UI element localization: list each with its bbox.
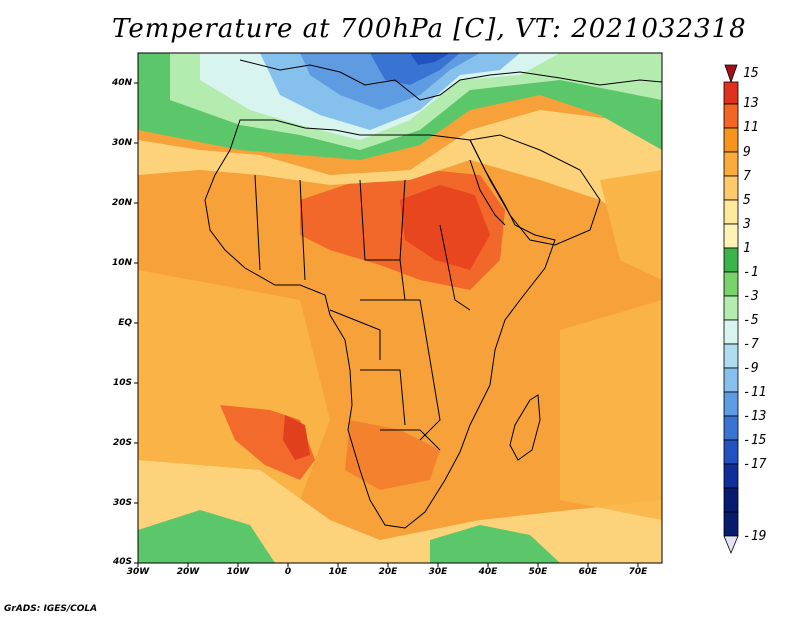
x-tick-label: 70E [628, 567, 648, 577]
colorbar-label: -7 [743, 337, 759, 352]
colorbar-swatch-6 [723, 223, 739, 249]
credit-text: GrADS: IGES/COLA [4, 604, 98, 614]
colorbar-swatch-1 [723, 103, 739, 129]
colorbar-swatch-15 [723, 439, 739, 465]
x-tick-label: 20E [378, 567, 398, 577]
y-tick-label: 10N [111, 258, 132, 268]
colorbar-swatch-12 [723, 367, 739, 393]
colorbar-swatch-11 [723, 343, 739, 369]
colorbar-label: -19 [743, 529, 767, 544]
colorbar-swatch-4 [723, 175, 739, 201]
x-tick-label: 10W [226, 567, 250, 577]
colorbar-swatch-7 [723, 247, 739, 273]
colorbar-swatch-17 [723, 487, 739, 513]
colorbar-label: -11 [743, 385, 767, 400]
colorbar-bottom-arrow [723, 535, 739, 555]
colorbar-swatch-8 [723, 271, 739, 297]
colorbar-label: 7 [743, 169, 751, 184]
y-tick-label: 40N [111, 78, 132, 88]
y-tick-label: 20N [111, 198, 132, 208]
y-tick-label: 10S [112, 378, 132, 388]
x-tick-label: 30W [126, 567, 150, 577]
colorbar-label: 3 [743, 217, 751, 232]
x-tick-label: 50E [528, 567, 548, 577]
map-title: Temperature at 700hPa [C], VT: 202103231… [112, 14, 747, 44]
colorbar [723, 64, 739, 555]
y-tick-label: 30S [112, 498, 132, 508]
colorbar-label: -13 [743, 409, 767, 424]
axis-ticks [134, 82, 639, 567]
temperature-field [138, 53, 662, 563]
colorbar-swatch-3 [723, 151, 739, 177]
x-tick-label: 60E [578, 567, 598, 577]
colorbar-label: 11 [743, 120, 759, 135]
colorbar-label: 5 [743, 193, 751, 208]
y-tick-label: 40S [112, 557, 132, 567]
colorbar-swatch-2 [723, 127, 739, 153]
colorbar-label: 15 [743, 66, 759, 81]
colorbar-label: -1 [743, 265, 759, 280]
x-tick-label: 40E [478, 567, 498, 577]
colorbar-label: 1 [743, 241, 751, 256]
colorbar-label: -9 [743, 361, 759, 376]
colorbar-swatch-18 [723, 511, 739, 537]
colorbar-label: -17 [743, 457, 767, 472]
map-frame [137, 52, 663, 564]
coastlines [204, 59, 662, 529]
x-tick-label: 30E [428, 567, 448, 577]
colorbar-label: -15 [743, 433, 767, 448]
colorbar-swatch-13 [723, 391, 739, 417]
y-tick-label: EQ [118, 318, 132, 328]
x-tick-label: 20W [176, 567, 200, 577]
colorbar-swatch-16 [723, 463, 739, 489]
colorbar-swatch-14 [723, 415, 739, 441]
colorbar-swatch-10 [723, 319, 739, 345]
x-tick-label: 0 [284, 567, 292, 577]
colorbar-label: -5 [743, 313, 759, 328]
x-tick-label: 10E [328, 567, 348, 577]
colorbar-swatch-5 [723, 199, 739, 225]
y-tick-label: 30N [111, 138, 132, 148]
colorbar-swatch-9 [723, 295, 739, 321]
y-tick-label: 20S [112, 438, 132, 448]
colorbar-label: -3 [743, 289, 759, 304]
colorbar-label: 9 [743, 145, 751, 160]
colorbar-swatch-0 [723, 81, 739, 105]
colorbar-label: 13 [743, 96, 759, 111]
